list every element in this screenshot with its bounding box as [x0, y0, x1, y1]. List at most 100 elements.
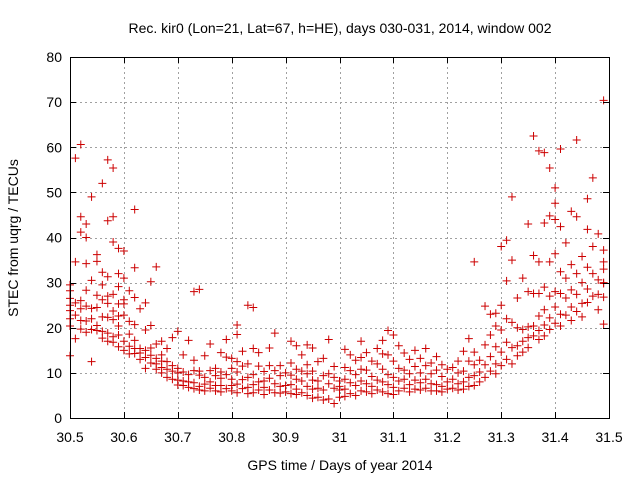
data-point — [211, 371, 220, 380]
data-point — [324, 335, 333, 344]
data-point — [87, 357, 96, 366]
data-point — [109, 338, 118, 347]
data-point — [130, 293, 139, 302]
data-point — [330, 384, 339, 393]
data-point — [497, 361, 506, 370]
data-point — [599, 96, 608, 105]
data-point — [400, 375, 409, 384]
data-point — [98, 280, 107, 289]
data-point — [82, 286, 91, 295]
data-point — [594, 290, 603, 299]
data-point — [400, 384, 409, 393]
data-point — [437, 360, 446, 369]
data-point — [233, 380, 242, 389]
data-point — [254, 362, 263, 371]
data-point — [324, 379, 333, 388]
x-tick-label: 30.7 — [164, 429, 191, 445]
data-point — [572, 212, 581, 221]
data-point — [319, 371, 328, 380]
data-point — [265, 386, 274, 395]
x-tick-label: 30.5 — [56, 429, 83, 445]
data-point — [276, 382, 285, 391]
data-point — [454, 357, 463, 366]
data-point — [486, 367, 495, 376]
data-point — [459, 377, 468, 386]
data-point — [243, 359, 252, 368]
data-point — [313, 357, 322, 366]
data-point — [529, 131, 538, 140]
data-point — [572, 307, 581, 316]
data-point — [114, 330, 123, 339]
data-point — [163, 344, 172, 353]
data-point — [470, 360, 479, 369]
data-point — [195, 371, 204, 380]
data-point — [410, 362, 419, 371]
data-point — [130, 336, 139, 345]
data-point — [507, 359, 516, 368]
data-point — [373, 344, 382, 353]
data-point — [119, 247, 128, 256]
data-point — [346, 389, 355, 398]
data-point — [497, 348, 506, 357]
data-point — [233, 357, 242, 366]
data-point — [92, 291, 101, 300]
data-point — [502, 314, 511, 323]
data-point — [211, 386, 220, 395]
data-point — [303, 360, 312, 369]
data-point — [243, 389, 252, 398]
data-point — [276, 389, 285, 398]
y-tick-label: 60 — [46, 139, 62, 155]
data-point — [405, 387, 414, 396]
data-point — [534, 289, 543, 298]
data-point — [373, 376, 382, 385]
data-point — [567, 302, 576, 311]
x-axis-tick-labels: 30.5 30.6 30.7 30.8 30.9 31 31.1 31.2 31.3 31.4 31… — [56, 429, 622, 445]
data-point — [357, 386, 366, 395]
data-point — [588, 242, 597, 251]
data-point — [351, 370, 360, 379]
data-point — [222, 335, 231, 344]
data-point — [594, 305, 603, 314]
data-point — [378, 387, 387, 396]
data-point — [330, 373, 339, 382]
data-point — [270, 379, 279, 388]
data-point — [529, 251, 538, 260]
data-point — [313, 384, 322, 393]
data-point — [394, 386, 403, 395]
data-point — [551, 249, 560, 258]
data-point — [389, 390, 398, 399]
data-point — [464, 382, 473, 391]
data-point — [216, 374, 225, 383]
x-tick-label: 30.9 — [272, 429, 299, 445]
data-point — [141, 353, 150, 362]
data-point — [114, 321, 123, 330]
data-point — [594, 229, 603, 238]
x-tick-label: 31.2 — [434, 429, 461, 445]
data-point — [507, 256, 516, 265]
grid — [70, 57, 609, 418]
data-point — [249, 380, 258, 389]
data-point — [534, 146, 543, 155]
data-point — [87, 325, 96, 334]
data-point — [432, 352, 441, 361]
x-tick-label: 30.8 — [218, 429, 245, 445]
data-point — [513, 351, 522, 360]
data-point — [410, 346, 419, 355]
data-point — [76, 304, 85, 313]
data-point — [475, 367, 484, 376]
data-point — [92, 250, 101, 259]
data-point — [561, 293, 570, 302]
data-point — [152, 339, 161, 348]
data-point — [119, 346, 128, 355]
data-point — [567, 285, 576, 294]
data-point — [551, 183, 560, 192]
data-point — [82, 233, 91, 242]
data-point — [583, 298, 592, 307]
data-point — [163, 373, 172, 382]
data-point — [362, 379, 371, 388]
data-point — [92, 257, 101, 266]
data-point — [254, 377, 263, 386]
data-point — [561, 238, 570, 247]
data-point — [76, 140, 85, 149]
data-point — [109, 212, 118, 221]
